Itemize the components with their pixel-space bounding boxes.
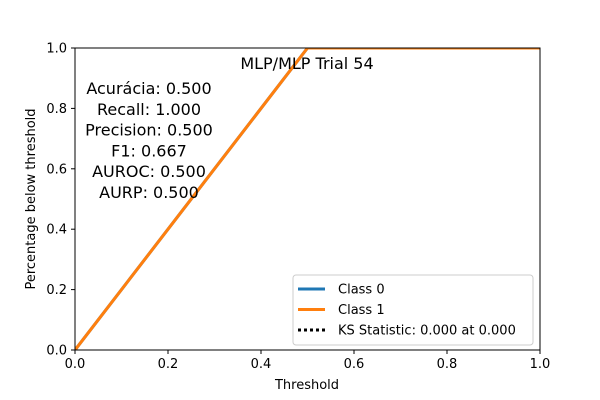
metric-line: F1: 0.667 xyxy=(111,141,187,160)
metric-line: Recall: 1.000 xyxy=(97,100,201,119)
series-line-class-1 xyxy=(75,48,540,350)
metric-line: AURP: 0.500 xyxy=(99,183,199,202)
x-tick-label: 0.0 xyxy=(65,357,86,372)
y-tick-label: 0.6 xyxy=(46,162,67,177)
metric-line: AUROC: 0.500 xyxy=(92,162,206,181)
legend-label: KS Statistic: 0.000 at 0.000 xyxy=(338,324,516,339)
x-tick-label: 0.2 xyxy=(158,357,179,372)
y-axis-label: Percentage below threshold xyxy=(24,108,39,289)
x-tick-label: 0.6 xyxy=(344,357,365,372)
y-tick-label: 1.0 xyxy=(46,42,67,57)
axes-frame xyxy=(74,47,541,351)
x-axis-label: Threshold xyxy=(274,378,339,393)
legend: Class 0 Class 1 KS Statistic: 0.000 at 0.0… xyxy=(292,274,534,346)
y-tick-label: 0.4 xyxy=(46,223,67,238)
metric-line: Precision: 0.500 xyxy=(85,121,213,140)
legend-label: Class 1 xyxy=(338,303,385,318)
metrics-annotation: Acurácia: 0.500 Recall: 1.000 Precision: 0… xyxy=(85,79,213,202)
y-tick-label: 0.0 xyxy=(46,344,67,359)
plot-area: 0.0 0.2 0.4 0.6 0.8 1.0 0.0 0.2 0.4 0.6 0.8 1.0 xyxy=(46,42,550,373)
x-tick-label: 0.8 xyxy=(437,357,458,372)
legend-box xyxy=(292,274,534,346)
legend-label: Class 0 xyxy=(338,283,385,298)
metric-line: Acurácia: 0.500 xyxy=(86,79,211,98)
chart-title: MLP/MLP Trial 54 xyxy=(240,54,373,73)
y-tick-label: 0.8 xyxy=(46,102,67,117)
y-tick-label: 0.2 xyxy=(46,283,67,298)
x-tick-label: 1.0 xyxy=(530,357,551,372)
x-tick-label: 0.4 xyxy=(251,357,272,372)
